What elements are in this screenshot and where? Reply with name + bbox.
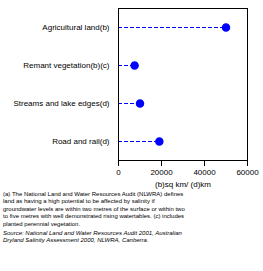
html-text:groundwater levels are within: groundwater levels are within two metres… — [3, 205, 185, 212]
svg-text:Road and rail(d): Road and rail(d) — [52, 137, 110, 146]
html-text:to five metres with well demon: to five metres with well demonstrated ri… — [3, 213, 185, 220]
html-text:land as having a high potentia: land as having a high potential to be af… — [3, 198, 155, 205]
svg-text:40000: 40000 — [193, 168, 216, 177]
svg-text:60000: 60000 — [236, 168, 259, 177]
svg-text:20000: 20000 — [150, 168, 173, 177]
html-text:Source: National Land and Wate: Source: National Land and Water Resource… — [3, 230, 182, 236]
html-text:(a) The National Land and Wate: (a) The National Land and Water Resource… — [3, 191, 184, 197]
html-text:Dryland Salinity Assessment 20: Dryland Salinity Assessment 2000, NLWRA,… — [3, 237, 149, 244]
svg-text:Streams and lake edges(d): Streams and lake edges(d) — [13, 99, 109, 108]
svg-text:0: 0 — [116, 168, 121, 177]
svg-text:(b)sq km/ (d)km: (b)sq km/ (d)km — [155, 180, 211, 189]
svg-text:Remant vegetation(b)(c): Remant vegetation(b)(c) — [23, 61, 110, 70]
html-text:planted perennial vegetation.: planted perennial vegetation. — [3, 220, 81, 227]
svg-text:Agricultural land(b): Agricultural land(b) — [42, 23, 109, 32]
